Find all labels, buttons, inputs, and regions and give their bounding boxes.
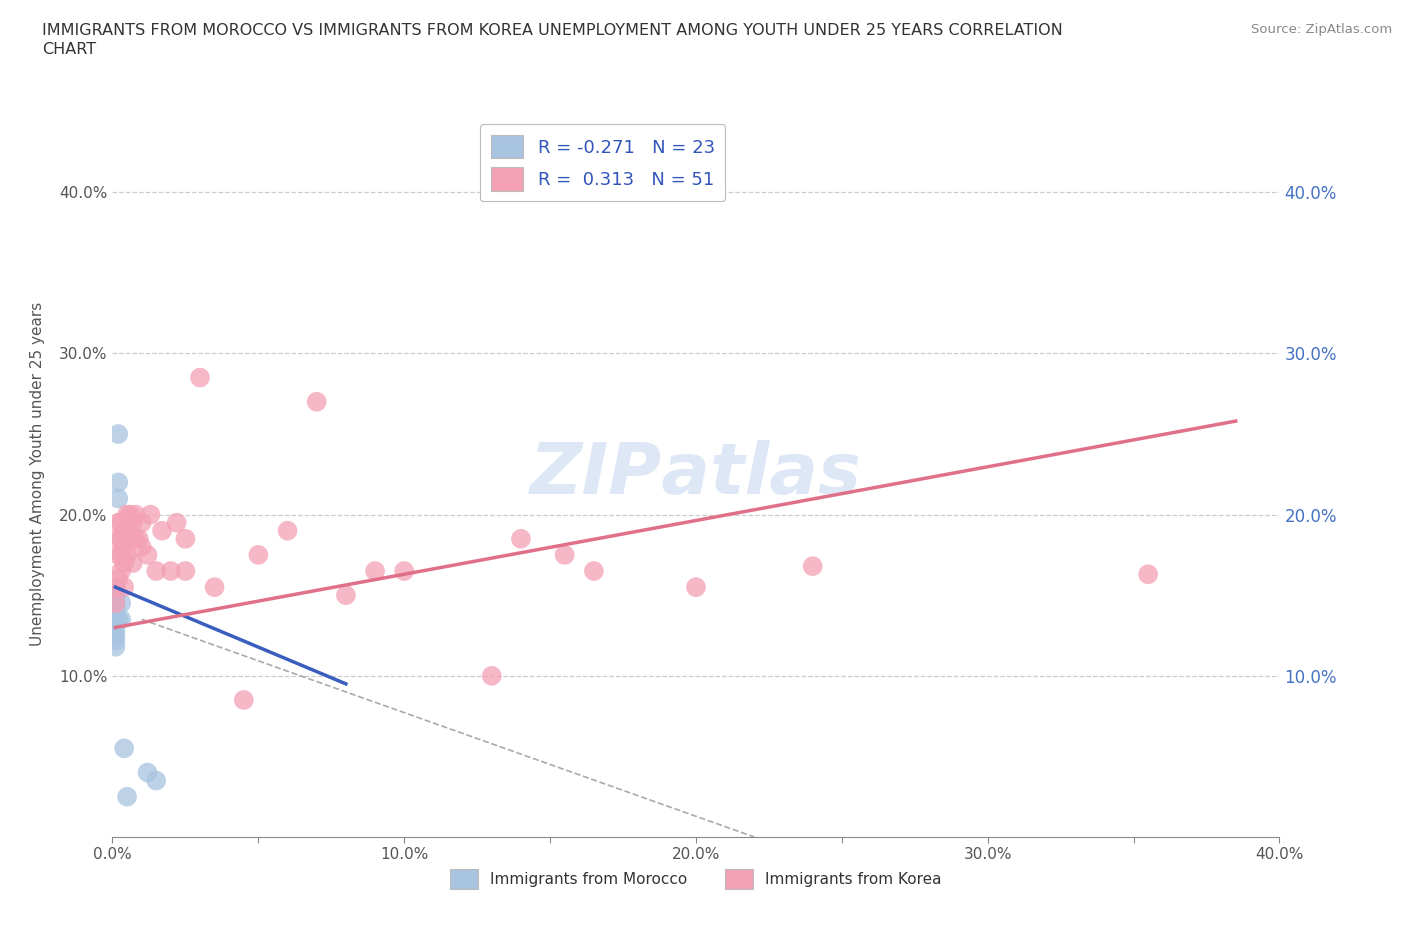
Legend: Immigrants from Morocco, Immigrants from Korea: Immigrants from Morocco, Immigrants from… <box>444 863 948 895</box>
Point <box>107 612 129 627</box>
Point <box>685 579 707 594</box>
Point <box>188 370 211 385</box>
Point <box>107 572 129 587</box>
Point <box>136 765 159 780</box>
Point <box>118 531 141 546</box>
Point <box>115 524 138 538</box>
Point <box>104 596 127 611</box>
Text: ZIP​atlas: ZIP​atlas <box>530 440 862 509</box>
Point <box>104 612 127 627</box>
Y-axis label: Unemployment Among Youth under 25 years: Unemployment Among Youth under 25 years <box>31 302 45 646</box>
Point <box>104 628 127 643</box>
Point <box>107 515 129 530</box>
Point <box>125 507 148 522</box>
Point <box>364 564 387 578</box>
Point <box>122 531 145 546</box>
Point <box>166 515 188 530</box>
Point <box>232 693 254 708</box>
Point <box>104 604 127 618</box>
Point <box>112 524 135 538</box>
Point <box>801 559 824 574</box>
Point <box>110 515 132 530</box>
Point <box>131 539 153 554</box>
Point <box>107 531 129 546</box>
Text: CHART: CHART <box>42 42 96 57</box>
Text: Source: ZipAtlas.com: Source: ZipAtlas.com <box>1251 23 1392 36</box>
Point <box>122 555 145 570</box>
Point <box>582 564 605 578</box>
Point <box>554 548 576 563</box>
Text: IMMIGRANTS FROM MOROCCO VS IMMIGRANTS FROM KOREA UNEMPLOYMENT AMONG YOUTH UNDER : IMMIGRANTS FROM MOROCCO VS IMMIGRANTS FR… <box>42 23 1063 38</box>
Point <box>305 394 328 409</box>
Point <box>107 475 129 490</box>
Point <box>104 617 127 631</box>
Point <box>104 633 127 648</box>
Point <box>104 591 127 605</box>
Point <box>112 555 135 570</box>
Point <box>104 623 127 638</box>
Point <box>145 773 167 788</box>
Point <box>115 507 138 522</box>
Point <box>145 564 167 578</box>
Point <box>335 588 357 603</box>
Point <box>392 564 416 578</box>
Point <box>112 741 135 756</box>
Point <box>104 596 127 611</box>
Point <box>110 531 132 546</box>
Point <box>174 531 197 546</box>
Point <box>110 564 132 578</box>
Point <box>174 564 197 578</box>
Point <box>110 548 132 563</box>
Point <box>104 607 127 622</box>
Point <box>115 790 138 804</box>
Point <box>139 507 162 522</box>
Point <box>136 548 159 563</box>
Point <box>110 596 132 611</box>
Point <box>247 548 270 563</box>
Point <box>107 491 129 506</box>
Point <box>104 588 127 603</box>
Point <box>1137 566 1160 581</box>
Point <box>125 531 148 546</box>
Point <box>104 579 127 594</box>
Point <box>160 564 183 578</box>
Point <box>150 524 173 538</box>
Point <box>131 515 153 530</box>
Point <box>115 548 138 563</box>
Point <box>204 579 226 594</box>
Point <box>112 539 135 554</box>
Point <box>112 579 135 594</box>
Point <box>481 669 503 684</box>
Point <box>128 531 150 546</box>
Point <box>104 579 127 594</box>
Point <box>509 531 531 546</box>
Point <box>122 515 145 530</box>
Point <box>107 427 129 442</box>
Point <box>104 639 127 654</box>
Point <box>276 524 298 538</box>
Point <box>118 507 141 522</box>
Point <box>104 601 127 616</box>
Point <box>107 548 129 563</box>
Point <box>110 612 132 627</box>
